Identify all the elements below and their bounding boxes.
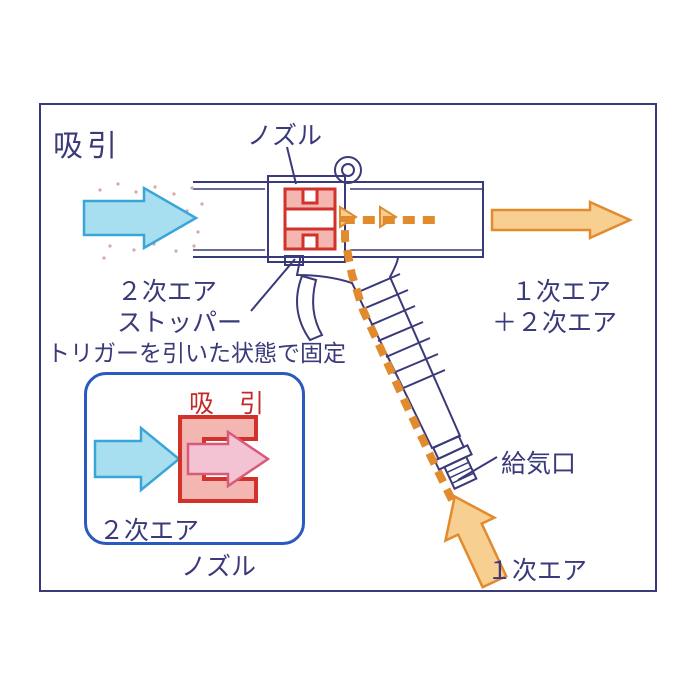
title-label: 吸引 [53, 121, 121, 165]
inset-nozzle-label: ノズル [181, 547, 256, 583]
inset-secondary-air-label: ２次エア [99, 511, 199, 547]
trigger-fixed-label: トリガーを引いた状態で固定 [47, 334, 346, 368]
diagram-canvas: 吸引 ノズル ２次エア ストッパー トリガーを引いた状態で固定 １次エア ＋２次… [0, 0, 691, 691]
nozzle-top-label: ノズル [247, 116, 322, 152]
outlet-label-line2: ＋２次エア [492, 303, 617, 339]
inset-suction-arrow [188, 432, 270, 486]
primary-air-label: １次エア [487, 551, 587, 587]
inset-secondary-air-arrow [95, 428, 181, 490]
air-inlet-label: 給気口 [501, 444, 576, 480]
inset-title-label: 吸 引 [189, 384, 264, 420]
